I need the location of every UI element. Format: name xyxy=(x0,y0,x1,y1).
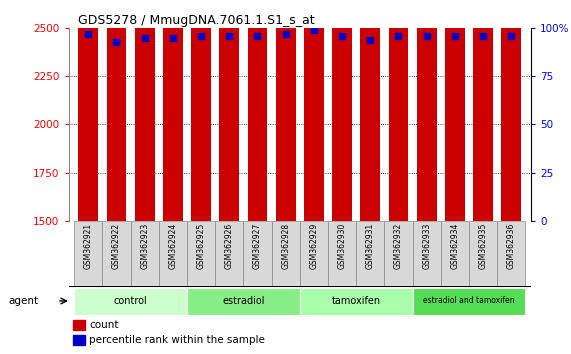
Bar xyxy=(191,161,211,221)
Point xyxy=(506,33,516,39)
Text: GSM362930: GSM362930 xyxy=(337,223,347,269)
Bar xyxy=(389,0,408,221)
Bar xyxy=(445,149,465,221)
FancyBboxPatch shape xyxy=(441,221,469,286)
Point xyxy=(478,33,488,39)
Bar xyxy=(78,0,98,221)
FancyBboxPatch shape xyxy=(356,221,384,286)
FancyBboxPatch shape xyxy=(102,221,131,286)
Point xyxy=(140,35,149,41)
Bar xyxy=(107,199,126,221)
Text: estradiol and tamoxifen: estradiol and tamoxifen xyxy=(423,297,515,306)
Point xyxy=(337,33,347,39)
Bar xyxy=(163,0,183,221)
Bar xyxy=(332,103,352,221)
Text: agent: agent xyxy=(9,296,38,306)
Text: GSM362928: GSM362928 xyxy=(281,223,290,269)
Point xyxy=(422,33,431,39)
Bar xyxy=(473,132,493,221)
Bar xyxy=(276,0,296,221)
Bar xyxy=(219,0,239,221)
Text: GSM362927: GSM362927 xyxy=(253,223,262,269)
FancyBboxPatch shape xyxy=(413,221,441,286)
Bar xyxy=(501,107,521,221)
Text: GSM362926: GSM362926 xyxy=(225,223,234,269)
FancyBboxPatch shape xyxy=(328,221,356,286)
Bar xyxy=(135,0,155,221)
FancyBboxPatch shape xyxy=(497,221,525,286)
Text: control: control xyxy=(114,296,147,306)
Text: GSM362931: GSM362931 xyxy=(366,223,375,269)
Bar xyxy=(219,149,239,221)
Point xyxy=(281,31,290,37)
FancyBboxPatch shape xyxy=(187,288,300,315)
FancyBboxPatch shape xyxy=(272,221,300,286)
Point xyxy=(253,33,262,39)
FancyBboxPatch shape xyxy=(159,221,187,286)
Text: GSM362921: GSM362921 xyxy=(84,223,93,269)
Point xyxy=(225,33,234,39)
FancyBboxPatch shape xyxy=(215,221,243,286)
Bar xyxy=(248,0,267,221)
Bar xyxy=(78,101,98,221)
Point xyxy=(112,39,121,45)
Bar xyxy=(360,190,380,221)
Point xyxy=(196,33,206,39)
Point xyxy=(451,33,460,39)
Point xyxy=(84,31,93,37)
FancyBboxPatch shape xyxy=(74,288,187,315)
Bar xyxy=(389,121,408,221)
FancyBboxPatch shape xyxy=(74,221,102,286)
Bar xyxy=(473,0,493,221)
FancyBboxPatch shape xyxy=(384,221,413,286)
Text: GSM362933: GSM362933 xyxy=(422,223,431,269)
Bar xyxy=(163,182,183,221)
FancyBboxPatch shape xyxy=(187,221,215,286)
Bar xyxy=(73,320,85,330)
Text: GDS5278 / MmugDNA.7061.1.S1_s_at: GDS5278 / MmugDNA.7061.1.S1_s_at xyxy=(78,14,315,27)
FancyBboxPatch shape xyxy=(300,288,413,315)
FancyBboxPatch shape xyxy=(469,221,497,286)
Bar xyxy=(417,86,437,221)
Bar xyxy=(107,0,126,221)
Bar xyxy=(417,0,437,221)
Text: GSM362923: GSM362923 xyxy=(140,223,149,269)
Bar xyxy=(332,0,352,221)
Point xyxy=(309,27,319,33)
Point xyxy=(365,37,375,43)
FancyBboxPatch shape xyxy=(413,288,525,315)
Text: GSM362932: GSM362932 xyxy=(394,223,403,269)
Bar xyxy=(501,0,521,221)
Point xyxy=(394,33,403,39)
Text: percentile rank within the sample: percentile rank within the sample xyxy=(89,335,265,345)
Text: count: count xyxy=(89,320,119,330)
Text: GSM362929: GSM362929 xyxy=(309,223,319,269)
Text: GSM362935: GSM362935 xyxy=(478,223,488,269)
Text: GSM362925: GSM362925 xyxy=(196,223,206,269)
Bar xyxy=(360,0,380,221)
FancyBboxPatch shape xyxy=(131,221,159,286)
Text: GSM362934: GSM362934 xyxy=(451,223,460,269)
Bar xyxy=(191,0,211,221)
Bar xyxy=(304,0,324,221)
Bar xyxy=(276,88,296,221)
Text: estradiol: estradiol xyxy=(222,296,264,306)
Text: tamoxifen: tamoxifen xyxy=(332,296,381,306)
Bar xyxy=(73,335,85,346)
Bar xyxy=(304,55,324,221)
Bar xyxy=(445,0,465,221)
Bar xyxy=(135,172,155,221)
FancyBboxPatch shape xyxy=(300,221,328,286)
FancyBboxPatch shape xyxy=(243,221,272,286)
Text: GSM362924: GSM362924 xyxy=(168,223,178,269)
Point xyxy=(168,35,178,41)
Text: GSM362922: GSM362922 xyxy=(112,223,121,269)
Bar xyxy=(248,99,267,221)
Text: GSM362936: GSM362936 xyxy=(507,223,516,269)
